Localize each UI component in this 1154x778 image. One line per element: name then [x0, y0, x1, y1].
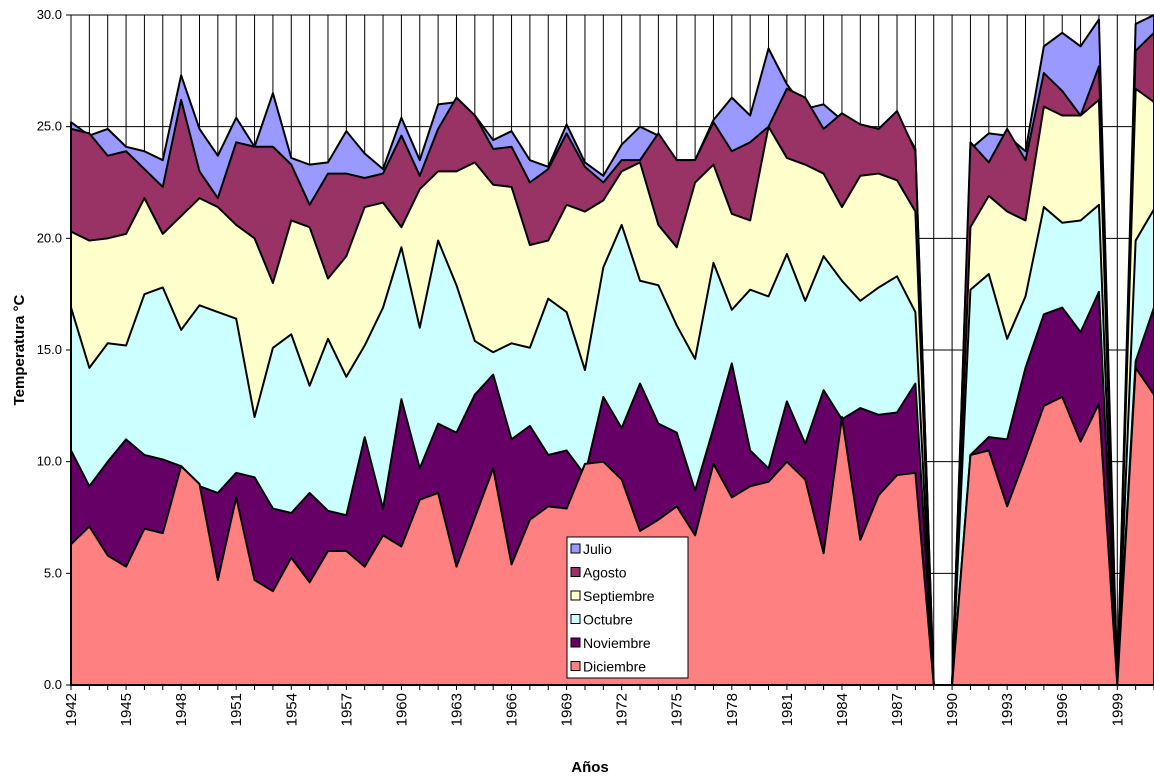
legend-swatch	[570, 637, 581, 648]
x-tick-label: 1990	[944, 693, 961, 726]
x-tick-label: 1948	[173, 693, 190, 726]
x-tick-label: 1999	[1109, 693, 1126, 726]
x-tick-label: 1942	[63, 693, 80, 726]
x-tick-label: 1993	[999, 693, 1016, 726]
legend-swatch	[570, 567, 581, 577]
x-tick-label: 1981	[779, 693, 796, 726]
y-tick-label: 10.0	[37, 454, 62, 469]
x-tick-label: 1960	[393, 693, 410, 726]
x-tick-label: 1966	[504, 693, 521, 726]
x-tick-label: 1951	[228, 693, 245, 726]
legend-label: Octubre	[583, 612, 633, 628]
area	[70, 366, 1154, 686]
legend-swatch	[570, 614, 581, 624]
x-tick-label: 1972	[614, 693, 631, 726]
legend-swatch	[570, 543, 581, 554]
legend-label: Julio	[583, 541, 612, 557]
legend-label: Noviembre	[583, 635, 651, 651]
y-tick-label: 25.0	[37, 119, 62, 134]
legend-label: Agosto	[583, 565, 627, 581]
x-tick-label: 1963	[448, 693, 465, 726]
x-tick-label: 1969	[559, 693, 576, 726]
y-tick-label: 20.0	[37, 230, 62, 245]
legend-swatch	[570, 661, 581, 671]
x-tick-label: 1987	[889, 693, 906, 726]
x-tick-label: 1984	[834, 693, 851, 726]
y-tick-label: 30.0	[37, 7, 62, 22]
y-tick-label: 0.0	[44, 677, 62, 692]
y-tick-label: 5.0	[44, 565, 62, 580]
x-axis-title: Años	[571, 759, 609, 776]
x-tick-label: 1978	[724, 693, 741, 726]
legend-box	[566, 536, 689, 679]
legend-swatch	[570, 590, 581, 601]
x-tick-label: 1954	[283, 693, 300, 726]
y-tick-label: 15.0	[37, 342, 62, 357]
x-tick-label: 1975	[669, 693, 686, 726]
legend-label: Septiembre	[583, 588, 655, 604]
legend-label: Diciembre	[583, 659, 646, 675]
x-tick-label: 1945	[118, 693, 135, 726]
y-axis-title: Temperatura °C	[11, 294, 28, 405]
x-tick-label: 1957	[338, 693, 355, 726]
x-tick-label: 1996	[1054, 693, 1071, 726]
